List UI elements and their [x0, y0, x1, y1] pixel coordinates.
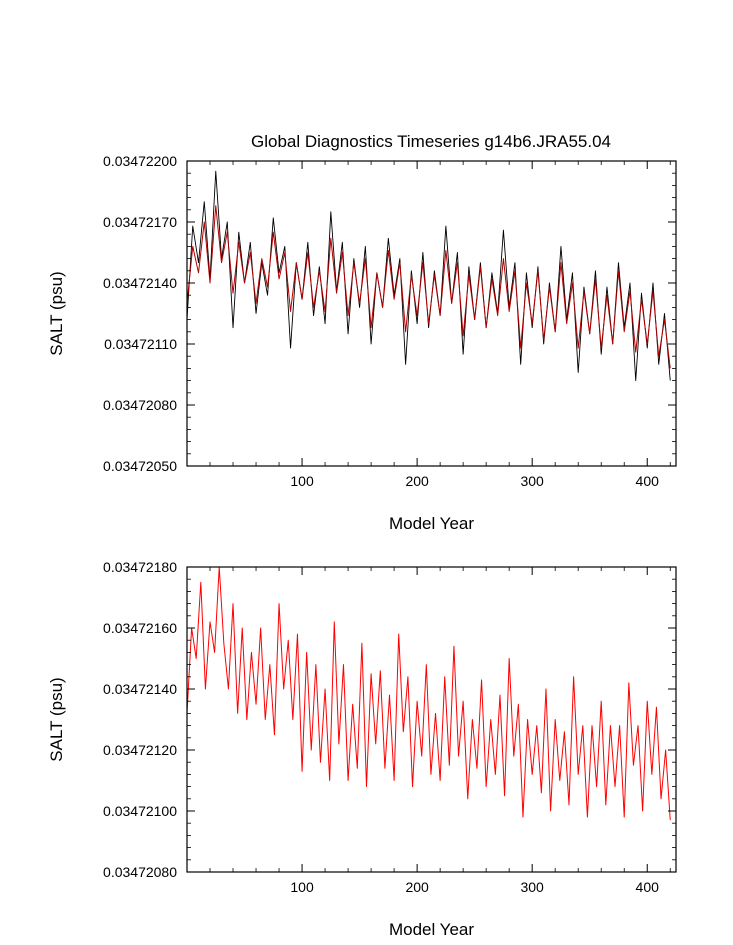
y-axis-title: SALT (psu) — [47, 677, 66, 761]
y-tick-label: 0.03472160 — [103, 620, 177, 636]
plot-frame — [186, 566, 677, 873]
y-tick-label: 0.03472100 — [103, 803, 177, 819]
y-tick-label: 0.03472180 — [103, 559, 177, 575]
x-axis-title: Model Year — [389, 920, 474, 939]
x-tick-label: 300 — [520, 473, 544, 489]
y-tick-label: 0.03472080 — [103, 864, 177, 880]
x-tick-label: 100 — [290, 879, 314, 895]
y-tick-label: 0.03472120 — [103, 742, 177, 758]
x-tick-label: 400 — [636, 879, 660, 895]
y-tick-label: 0.03472110 — [104, 336, 177, 352]
chart-title: Global Diagnostics Timeseries g14b6.JRA5… — [251, 132, 611, 151]
y-tick-label: 0.03472050 — [103, 458, 177, 474]
y-tick-label: 0.03472200 — [103, 153, 177, 169]
bottom-timeseries-chart: 0.03472080 0.03472100 0.03472120 0.03472140… — [47, 559, 677, 939]
y-axis-title: SALT (psu) — [47, 271, 66, 355]
x-tick-label: 200 — [405, 879, 429, 895]
y-tick-label: 0.03472140 — [103, 681, 177, 697]
series-line-annual-mean — [186, 566, 671, 821]
x-tick-label: 400 — [636, 473, 660, 489]
x-tick-label: 200 — [405, 473, 429, 489]
plot-frame — [186, 160, 677, 467]
y-tick-label: 0.03472140 — [103, 275, 177, 291]
y-tick-label: 0.03472080 — [103, 397, 177, 413]
top-timeseries-chart: 0.03472050 0.03472080 0.03472110 0.03472140… — [47, 153, 677, 533]
x-tick-label: 300 — [520, 879, 544, 895]
series-line-annual-mean — [186, 205, 671, 369]
y-tick-label: 0.03472170 — [103, 214, 177, 230]
x-axis-title: Model Year — [389, 514, 474, 533]
x-tick-label: 100 — [290, 473, 314, 489]
